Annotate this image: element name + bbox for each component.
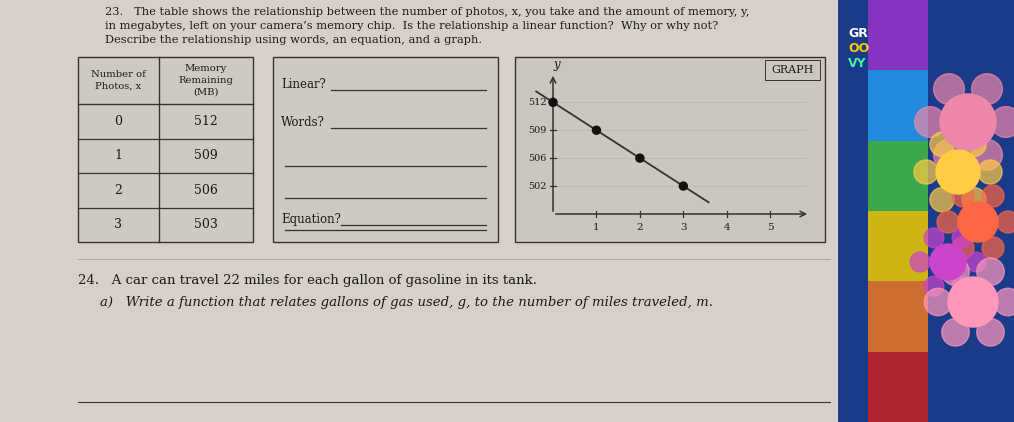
Text: 3: 3 xyxy=(680,223,686,232)
Circle shape xyxy=(924,276,944,296)
Text: 1: 1 xyxy=(115,149,123,162)
Text: a)   Write a function that relates gallons of gas used, g, to the number of mile: a) Write a function that relates gallons… xyxy=(100,296,713,309)
Bar xyxy=(868,211,928,281)
Bar xyxy=(868,70,928,141)
Text: Describe the relationship using words, an equation, and a graph.: Describe the relationship using words, a… xyxy=(105,35,482,45)
Circle shape xyxy=(915,107,945,138)
Circle shape xyxy=(976,319,1004,346)
Text: in megabytes, left on your camera’s memory chip.  Is the relationship a linear f: in megabytes, left on your camera’s memo… xyxy=(105,21,718,31)
Circle shape xyxy=(934,140,964,170)
Circle shape xyxy=(942,258,969,285)
Circle shape xyxy=(966,252,986,272)
Circle shape xyxy=(952,228,971,248)
Text: 509: 509 xyxy=(528,126,547,135)
Circle shape xyxy=(937,211,959,233)
Text: 506: 506 xyxy=(194,184,218,197)
Text: Memory
Remaining
(MB): Memory Remaining (MB) xyxy=(178,64,233,97)
Text: OO: OO xyxy=(848,42,869,55)
Text: 24.   A car can travel 22 miles for each gallon of gasoline in its tank.: 24. A car can travel 22 miles for each g… xyxy=(78,274,537,287)
Circle shape xyxy=(997,211,1014,233)
Circle shape xyxy=(930,188,954,212)
Circle shape xyxy=(942,319,969,346)
Circle shape xyxy=(976,258,1004,285)
Text: 2: 2 xyxy=(115,184,123,197)
Text: Linear?: Linear? xyxy=(281,78,325,92)
Bar xyxy=(868,0,928,70)
Circle shape xyxy=(982,237,1004,259)
Text: 509: 509 xyxy=(194,149,218,162)
Circle shape xyxy=(679,182,687,190)
Text: 0: 0 xyxy=(115,115,123,128)
Text: Equation?: Equation? xyxy=(281,214,341,227)
Circle shape xyxy=(592,126,600,134)
Circle shape xyxy=(971,140,1003,170)
Text: 1: 1 xyxy=(593,223,599,232)
Circle shape xyxy=(934,74,964,105)
Text: 512: 512 xyxy=(194,115,218,128)
Text: GR: GR xyxy=(848,27,868,40)
Text: GRAPH: GRAPH xyxy=(772,65,813,75)
Circle shape xyxy=(962,132,986,157)
Circle shape xyxy=(982,185,1004,207)
Circle shape xyxy=(977,160,1002,184)
Circle shape xyxy=(936,150,980,194)
Bar xyxy=(765,60,820,80)
Bar xyxy=(868,281,928,352)
Bar xyxy=(868,352,928,422)
Circle shape xyxy=(930,244,966,280)
Text: 3: 3 xyxy=(115,218,123,231)
Circle shape xyxy=(971,74,1003,105)
Text: 5: 5 xyxy=(767,223,774,232)
Text: 502: 502 xyxy=(528,181,547,191)
Text: 503: 503 xyxy=(194,218,218,231)
Text: 2: 2 xyxy=(637,223,643,232)
Text: 23.   The table shows the relationship between the number of photos, x, you take: 23. The table shows the relationship bet… xyxy=(105,7,749,17)
Circle shape xyxy=(924,288,952,316)
Circle shape xyxy=(962,188,986,212)
Circle shape xyxy=(636,154,644,162)
Circle shape xyxy=(948,277,998,327)
Text: VY: VY xyxy=(848,57,867,70)
Text: 512: 512 xyxy=(528,98,547,107)
Circle shape xyxy=(914,160,938,184)
Circle shape xyxy=(549,98,557,106)
Text: Number of
Photos, x: Number of Photos, x xyxy=(91,70,146,91)
Circle shape xyxy=(958,202,998,242)
Circle shape xyxy=(991,107,1014,138)
Circle shape xyxy=(995,288,1014,316)
Bar xyxy=(78,57,254,242)
Bar xyxy=(515,57,825,242)
Circle shape xyxy=(911,252,930,272)
Text: Words?: Words? xyxy=(281,116,324,130)
Bar xyxy=(838,0,1014,422)
Bar xyxy=(868,141,928,211)
Circle shape xyxy=(952,276,971,296)
Circle shape xyxy=(930,132,954,157)
Circle shape xyxy=(952,237,974,259)
Bar xyxy=(273,57,498,242)
Circle shape xyxy=(952,185,974,207)
Text: 4: 4 xyxy=(723,223,730,232)
Text: 506: 506 xyxy=(528,154,547,162)
Circle shape xyxy=(924,228,944,248)
Text: y: y xyxy=(554,58,561,71)
Circle shape xyxy=(940,94,996,150)
